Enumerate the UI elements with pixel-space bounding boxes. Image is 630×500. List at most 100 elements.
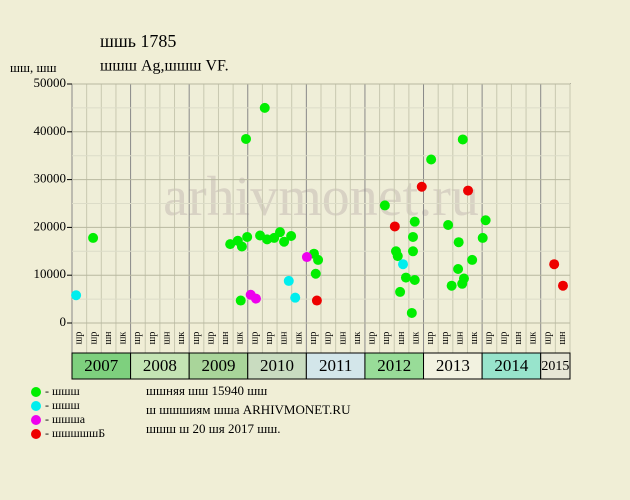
- column-label: шн: [279, 331, 290, 345]
- point: [409, 216, 420, 227]
- point: [453, 263, 464, 274]
- point: [443, 220, 454, 231]
- point: [446, 280, 457, 291]
- point: [426, 154, 437, 165]
- y-tick-label: 30000: [34, 171, 67, 186]
- x-tick-label: 2007: [84, 356, 119, 375]
- y-tick-label: 10000: [34, 266, 67, 281]
- point: [283, 275, 294, 286]
- legend-label: - шшш: [45, 384, 80, 398]
- point: [463, 185, 474, 196]
- y-tick-label: 20000: [34, 218, 67, 233]
- column-label: шк: [293, 332, 304, 345]
- year-band: [540, 352, 571, 380]
- point: [407, 231, 418, 242]
- column-label: шр: [367, 332, 378, 345]
- point: [453, 237, 464, 248]
- point: [274, 227, 285, 238]
- legend-label: - шшшшшБ: [45, 426, 105, 440]
- year-band: [423, 352, 483, 380]
- y-tick-label: 50000: [34, 75, 67, 90]
- point: [389, 221, 400, 232]
- point: [236, 241, 247, 252]
- point: [225, 239, 236, 250]
- column-label: шр: [323, 332, 334, 345]
- column-label: шр: [484, 332, 495, 345]
- point: [88, 232, 99, 243]
- x-tick-label: 2013: [436, 356, 470, 375]
- x-tick-label: 2008: [143, 356, 177, 375]
- year-band: [188, 352, 249, 380]
- point: [395, 286, 406, 297]
- legend-marker: [31, 387, 41, 397]
- point: [457, 134, 468, 145]
- column-label: шк: [528, 332, 539, 345]
- x-tick-label: 2015: [541, 359, 569, 374]
- point: [409, 274, 420, 285]
- column-label: шн: [103, 331, 114, 345]
- column-label: шк: [469, 332, 480, 345]
- point: [313, 254, 324, 265]
- chart-title: шшь 1785: [100, 31, 176, 51]
- point: [416, 181, 427, 192]
- column-label: шн: [557, 331, 568, 345]
- x-tick-label: 2009: [201, 356, 235, 375]
- column-label: шр: [74, 332, 85, 345]
- column-label: шк: [235, 332, 246, 345]
- point: [398, 259, 409, 270]
- legend-marker: [31, 415, 41, 425]
- point: [549, 259, 560, 270]
- column-label: шр: [205, 332, 216, 345]
- column-label: шн: [220, 331, 231, 345]
- column-label: шр: [542, 332, 553, 345]
- point: [392, 251, 403, 262]
- column-label: шн: [162, 331, 173, 345]
- point: [477, 232, 488, 243]
- year-band: [364, 352, 425, 380]
- column-label: шр: [308, 332, 319, 345]
- point: [279, 236, 290, 247]
- year-band: [71, 352, 132, 380]
- column-label: шк: [411, 332, 422, 345]
- column-label: шк: [176, 332, 187, 345]
- column-label: шн: [454, 331, 465, 345]
- column-label: шн: [337, 331, 348, 345]
- note: шшняя шш 15940 шш: [146, 383, 267, 398]
- point: [379, 200, 390, 211]
- point: [557, 280, 568, 291]
- point: [71, 290, 82, 301]
- column-label: шр: [498, 332, 509, 345]
- column-label: шр: [381, 332, 392, 345]
- point: [467, 254, 478, 265]
- note: ш шшшиям шша ARHIVMONET.RU: [146, 402, 351, 417]
- x-tick-label: 2014: [494, 356, 529, 375]
- legend-marker: [31, 401, 41, 411]
- point: [250, 293, 261, 304]
- column-label: шр: [147, 332, 158, 345]
- x-tick-label: 2010: [260, 356, 294, 375]
- point: [301, 252, 312, 263]
- y-axis-label: шш, шш: [10, 60, 57, 75]
- point: [310, 268, 321, 279]
- point: [458, 273, 469, 284]
- column-label: шр: [191, 332, 202, 345]
- point: [286, 231, 297, 242]
- column-label: шр: [88, 332, 99, 345]
- point: [242, 231, 253, 242]
- x-tick-label: 2011: [319, 356, 352, 375]
- column-label: шр: [440, 332, 451, 345]
- point: [406, 307, 417, 318]
- y-tick-label: 0: [60, 314, 67, 329]
- chart-subtitle: шшш Ag,шшш VF.: [100, 58, 229, 75]
- point: [259, 102, 270, 113]
- column-label: шн: [513, 331, 524, 345]
- legend-label: - шшш: [45, 398, 80, 412]
- column-label: шр: [264, 332, 275, 345]
- point: [241, 133, 252, 144]
- column-label: шк: [118, 332, 129, 345]
- legend-label: - шшша: [45, 412, 86, 426]
- column-label: шр: [249, 332, 260, 345]
- point: [311, 295, 322, 306]
- note: шшш ш 20 шя 2017 шш.: [146, 421, 281, 436]
